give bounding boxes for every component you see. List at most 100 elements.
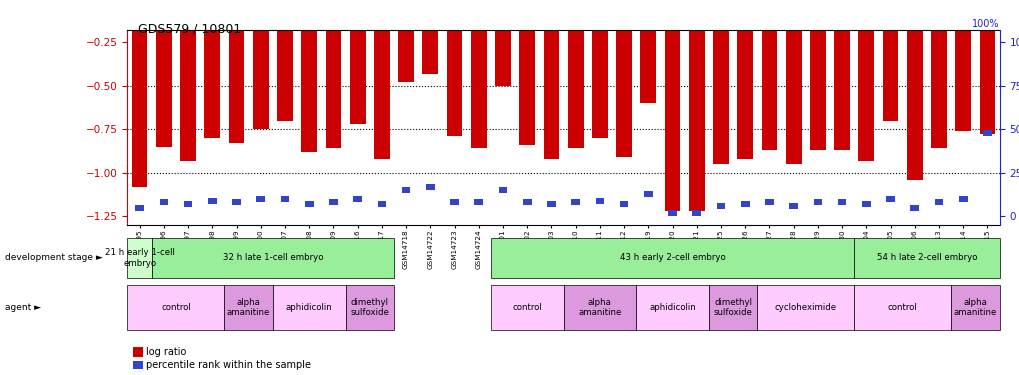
Bar [854,285,951,330]
Bar [523,200,531,206]
Bar [325,0,341,148]
Text: control: control [887,303,917,312]
Bar [204,0,220,138]
Bar [571,200,580,206]
Bar [910,204,918,211]
Bar [568,0,583,148]
Bar [127,285,224,330]
Bar [277,0,292,120]
Bar [498,187,506,193]
Bar [688,0,704,211]
Bar [813,200,821,206]
Bar [471,0,486,148]
Bar [228,0,245,143]
Bar [426,184,434,190]
Bar [180,0,196,160]
Bar [564,285,636,330]
Bar [955,0,970,131]
Bar [858,0,873,160]
Text: 100%: 100% [971,19,999,29]
Bar [422,0,438,74]
Bar [636,285,708,330]
Bar [643,190,652,197]
Bar [667,210,677,216]
Text: development stage ►: development stage ► [5,254,103,262]
Bar [446,0,462,136]
Bar [664,0,680,211]
Bar [930,0,946,148]
Text: percentile rank within the sample: percentile rank within the sample [146,360,311,370]
Text: alpha
amanitine: alpha amanitine [578,298,621,317]
Bar [761,0,776,150]
Bar [519,0,535,145]
Bar [886,196,894,202]
Text: aphidicolin: aphidicolin [648,303,695,312]
Text: 43 h early 2-cell embryo: 43 h early 2-cell embryo [620,254,725,262]
Text: cycloheximide: cycloheximide [774,303,836,312]
Bar [789,203,797,209]
Bar [764,200,773,206]
Bar [906,0,922,180]
Text: dimethyl
sulfoxide: dimethyl sulfoxide [350,298,389,317]
Text: dimethyl
sulfoxide: dimethyl sulfoxide [713,298,752,317]
Bar [345,285,393,330]
Bar [152,238,393,278]
Bar [353,196,362,202]
Bar [756,285,854,330]
Text: alpha
amanitine: alpha amanitine [226,298,270,317]
Bar [377,201,386,207]
Text: GDS579 / 10801: GDS579 / 10801 [138,22,240,36]
Bar [861,201,870,207]
Text: alpha
amanitine: alpha amanitine [953,298,997,317]
Bar [834,0,849,150]
Bar [546,201,555,207]
Bar [401,187,410,193]
Text: 54 h late 2-cell embryo: 54 h late 2-cell embryo [875,254,976,262]
Bar [837,200,846,206]
Bar [982,130,990,136]
Bar [640,0,655,103]
Bar [854,238,999,278]
Bar [374,0,389,159]
Bar [156,0,171,147]
Bar [785,0,801,164]
Bar [301,0,317,152]
Bar [208,198,216,204]
Bar [543,0,558,159]
Bar [329,200,337,206]
Bar [591,0,607,138]
Bar [716,203,725,209]
Bar [449,200,459,206]
Bar [253,0,268,129]
Text: 32 h late 1-cell embryo: 32 h late 1-cell embryo [222,254,323,262]
Bar [280,196,289,202]
Bar [490,285,564,330]
Bar [494,0,511,86]
Bar [933,200,943,206]
Text: log ratio: log ratio [146,347,186,357]
Bar [958,196,967,202]
Bar [490,238,854,278]
Bar [256,196,265,202]
Bar [692,210,700,216]
Bar [595,198,603,204]
Bar [305,201,313,207]
Bar [712,0,729,164]
Bar [273,285,345,330]
Bar [951,285,999,330]
Bar [737,0,752,159]
Text: control: control [161,303,191,312]
Bar [978,0,995,135]
Text: 21 h early 1-cell
embryо: 21 h early 1-cell embryо [105,248,174,267]
Bar [620,201,628,207]
Bar [131,0,148,187]
Bar [397,0,414,82]
Text: control: control [512,303,541,312]
Bar [740,201,749,207]
Bar [224,285,273,330]
Bar [159,200,168,206]
Bar [474,200,483,206]
Bar [183,201,193,207]
Bar [615,0,632,157]
Text: aphidicolin: aphidicolin [285,303,332,312]
